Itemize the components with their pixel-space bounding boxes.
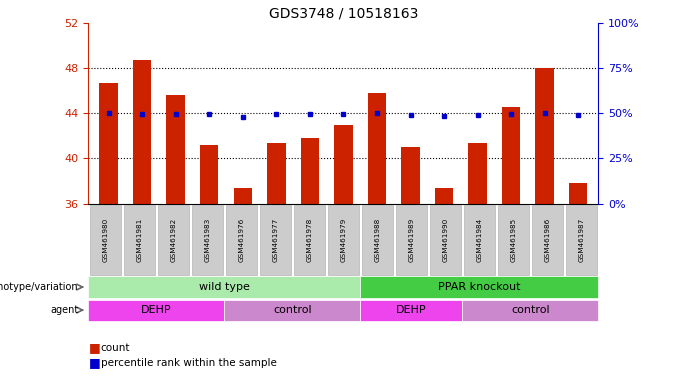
Text: DEHP: DEHP: [396, 305, 427, 315]
Text: GSM461984: GSM461984: [477, 218, 482, 262]
Text: GSM461980: GSM461980: [103, 218, 108, 262]
Text: PPAR knockout: PPAR knockout: [438, 282, 521, 292]
Bar: [569, 183, 588, 204]
Bar: [267, 142, 286, 204]
Text: ■: ■: [88, 341, 100, 354]
Text: GSM461986: GSM461986: [545, 218, 550, 262]
Bar: [200, 145, 218, 204]
Bar: [435, 188, 454, 204]
Text: GSM461976: GSM461976: [239, 218, 244, 262]
Text: GSM461979: GSM461979: [341, 218, 346, 262]
Text: GSM461983: GSM461983: [205, 218, 210, 262]
Text: GSM461982: GSM461982: [171, 218, 176, 262]
Bar: [535, 68, 554, 204]
Bar: [469, 142, 487, 204]
Text: GSM461981: GSM461981: [137, 218, 142, 262]
Text: agent: agent: [50, 305, 78, 315]
Text: GSM461978: GSM461978: [307, 218, 312, 262]
Text: control: control: [273, 305, 311, 315]
Text: GSM461987: GSM461987: [579, 218, 584, 262]
Bar: [233, 188, 252, 204]
Text: GSM461990: GSM461990: [443, 218, 448, 262]
Text: count: count: [101, 343, 130, 353]
Bar: [99, 83, 118, 204]
Text: GSM461989: GSM461989: [409, 218, 414, 262]
Text: percentile rank within the sample: percentile rank within the sample: [101, 358, 277, 368]
Text: wild type: wild type: [199, 282, 250, 292]
Title: GDS3748 / 10518163: GDS3748 / 10518163: [269, 7, 418, 20]
Text: DEHP: DEHP: [141, 305, 172, 315]
Bar: [401, 147, 420, 204]
Bar: [301, 138, 319, 204]
Text: GSM461985: GSM461985: [511, 218, 516, 262]
Bar: [368, 93, 386, 204]
Bar: [334, 124, 353, 204]
Bar: [502, 106, 520, 204]
Text: GSM461988: GSM461988: [375, 218, 380, 262]
Text: GSM461977: GSM461977: [273, 218, 278, 262]
Text: ■: ■: [88, 356, 100, 369]
Bar: [133, 60, 152, 204]
Text: genotype/variation: genotype/variation: [0, 282, 78, 292]
Bar: [167, 95, 185, 204]
Text: control: control: [511, 305, 549, 315]
